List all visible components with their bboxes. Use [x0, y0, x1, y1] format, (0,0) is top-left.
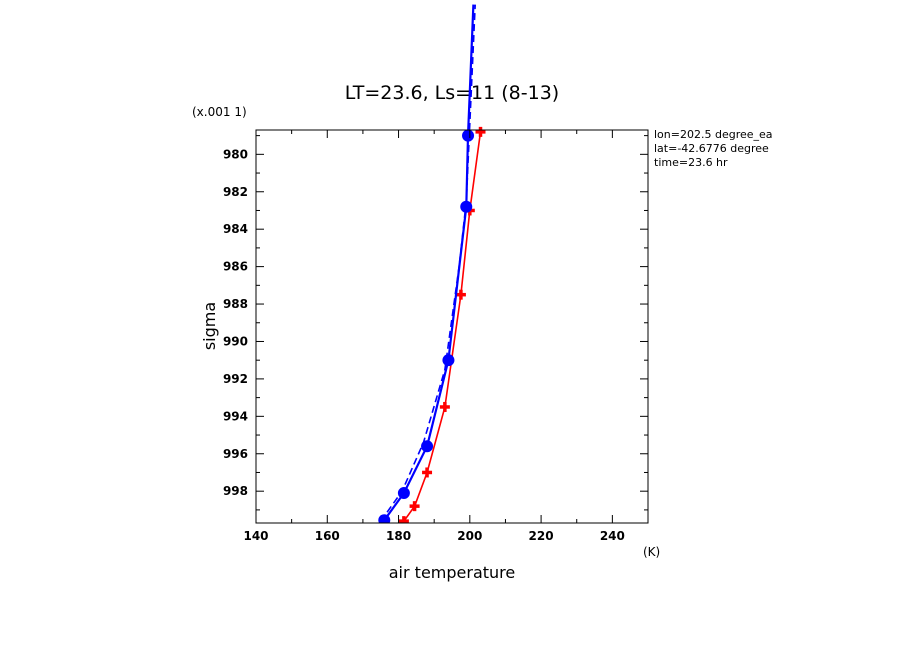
y-tick-label: 982 [223, 185, 248, 199]
series-point-0 [455, 289, 466, 300]
series-line-2 [380, 4, 476, 522]
x-tick-label: 140 [243, 529, 268, 543]
series-point-0 [422, 467, 433, 478]
x-tick-label: 200 [457, 529, 482, 543]
chart-title: LT=23.6, Ls=11 (8-13) [345, 82, 559, 104]
y-axis-label: sigma [200, 302, 219, 350]
y-tick-label: 996 [223, 447, 248, 461]
info-panel: lon=202.5 degree_ea lat=-42.6776 degree … [654, 128, 773, 169]
plot-frame [255, 129, 649, 524]
y-scale-note: (x.001 1) [192, 105, 247, 119]
series-layer [378, 4, 486, 523]
y-tick-label: 998 [223, 484, 248, 498]
x-tick-label: 160 [315, 529, 340, 543]
x-tick-label: 220 [529, 529, 554, 543]
info-panel-clip-edge [779, 128, 819, 172]
y-tick-label: 992 [223, 372, 248, 386]
y-tick-label: 986 [223, 260, 248, 274]
series-point-0 [475, 126, 486, 137]
x-tick-label: 180 [386, 529, 411, 543]
series-point-0 [409, 501, 420, 512]
info-line-lon: lon=202.5 degree_ea [654, 128, 773, 141]
x-tick-label: 240 [600, 529, 625, 543]
series-point-1 [442, 354, 455, 367]
y-tick-label: 990 [223, 334, 248, 348]
info-line-lat: lat=-42.6776 degree [654, 142, 769, 155]
axes: 140 160 180 200 220 240 980 982 984 986 988 990 992 9… [223, 129, 649, 543]
series-point-1 [421, 440, 434, 453]
y-tick-label: 984 [223, 222, 248, 236]
info-line-time: time=23.6 hr [654, 156, 728, 169]
series-point-1 [462, 129, 475, 142]
y-tick-label: 994 [223, 409, 248, 423]
x-unit-label: (K) [643, 545, 660, 559]
series-point-0 [398, 516, 409, 523]
y-tick-label: 980 [223, 147, 248, 161]
series-point-1 [397, 487, 410, 500]
y-tick-label: 988 [223, 297, 248, 311]
x-axis-label: air temperature [389, 563, 515, 582]
series-point-0 [439, 401, 450, 412]
